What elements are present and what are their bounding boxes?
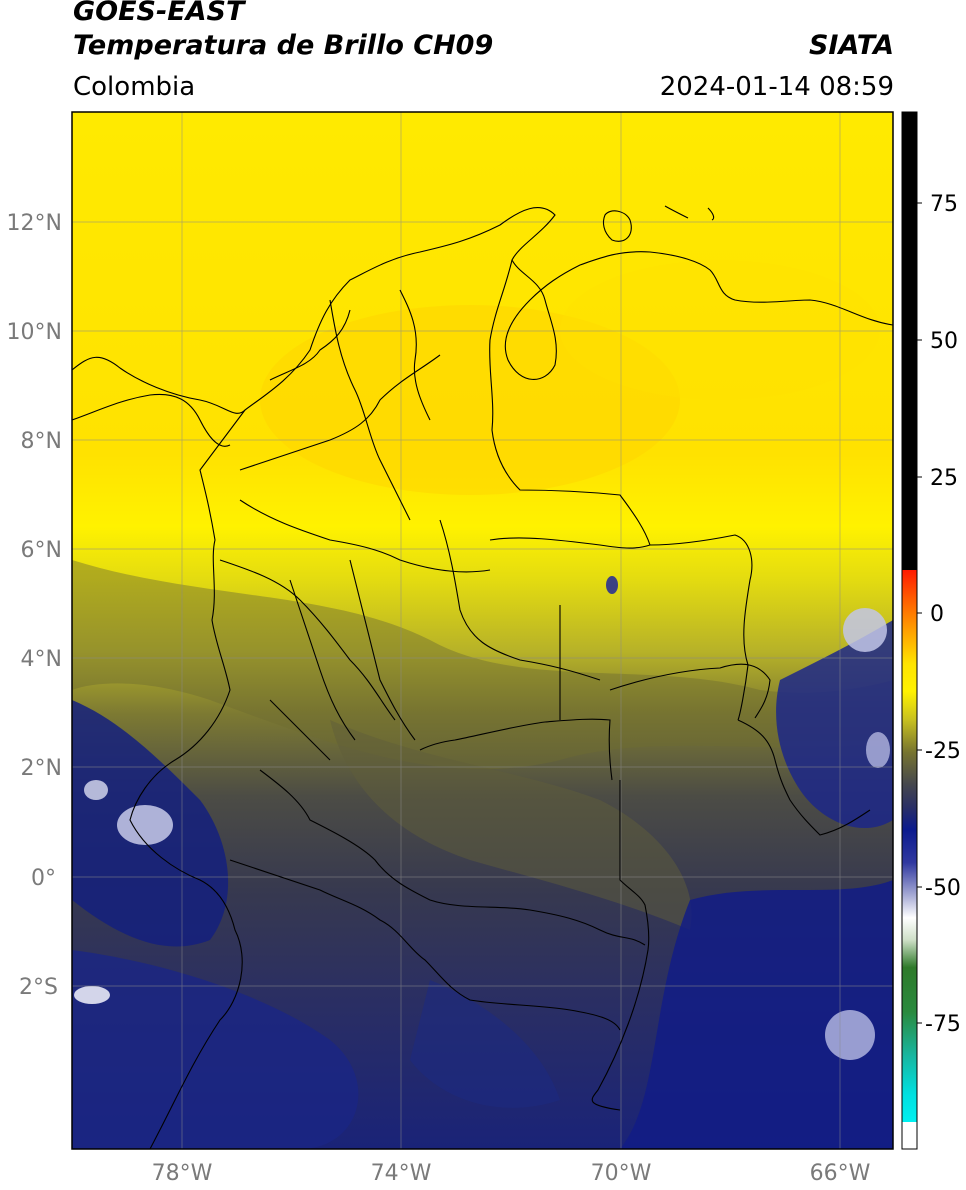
agency-label: SIATA (808, 30, 894, 61)
region-label: Colombia (73, 72, 196, 102)
map-boundaries (72, 205, 893, 1149)
lat-tick-label: 0° (31, 866, 56, 891)
datetime-label: 2024-01-14 08:59 (659, 72, 894, 102)
lon-tick-labels: 78°W 74°W 70°W 66°W (152, 1161, 871, 1186)
colorbar-white-segment (902, 1122, 917, 1149)
map-gridlines (72, 112, 893, 1149)
colorbar-tick-label: 0 (930, 602, 944, 627)
satellite-title: GOES-EAST (73, 0, 245, 27)
lon-tick-label: 66°W (810, 1161, 871, 1186)
lat-tick-label: 2°N (21, 756, 62, 781)
colorbar-black-segment (902, 112, 917, 570)
colorbar-tick-label: -75 (925, 1012, 961, 1037)
lon-tick-label: 78°W (152, 1161, 213, 1186)
product-title: Temperatura de Brillo CH09 (73, 30, 494, 61)
lat-tick-label: 2°S (19, 975, 58, 1000)
lon-tick-label: 70°W (591, 1161, 652, 1186)
colorbar: 75 50 25 0 -25 -50 -75 (901, 111, 961, 1150)
colorbar-tick-label: 50 (930, 329, 958, 354)
colorbar-gradient (902, 570, 917, 1122)
lat-tick-label: 10°N (7, 320, 62, 345)
colorbar-tick-label: 25 (930, 466, 958, 491)
colorbar-frame (901, 111, 918, 1150)
colorbar-tick-label: -25 (925, 739, 961, 764)
lat-tick-label: 4°N (21, 647, 62, 672)
lon-tick-label: 74°W (371, 1161, 432, 1186)
lat-tick-label: 6°N (21, 538, 62, 563)
lat-tick-label: 12°N (7, 211, 62, 236)
map-frame (71, 111, 894, 1150)
lat-tick-labels: 12°N 10°N 8°N 6°N 4°N 2°N 0° 2°S (7, 211, 62, 1000)
colorbar-tick-label: 75 (930, 192, 958, 217)
lat-tick-label: 8°N (21, 429, 62, 454)
colorbar-tick-label: -50 (925, 876, 961, 901)
